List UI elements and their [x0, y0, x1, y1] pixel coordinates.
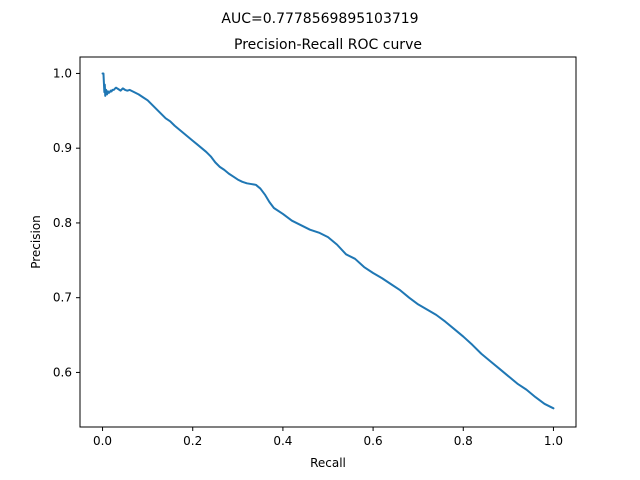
chart-title: Precision-Recall ROC curve	[234, 37, 422, 53]
x-tick-label: 0.2	[183, 434, 202, 448]
x-tick-label: 0.0	[93, 434, 112, 448]
x-axis-ticks: 0.0 0.2 0.4 0.6 0.8 1.0	[93, 427, 563, 448]
x-axis-label: Recall	[310, 456, 346, 470]
y-tick-label: 0.8	[53, 216, 72, 230]
x-tick-label: 0.8	[454, 434, 473, 448]
x-tick-label: 0.6	[364, 434, 383, 448]
chart-suptitle: AUC=0.7778569895103719	[221, 11, 418, 27]
y-axis-label: Precision	[29, 215, 43, 269]
y-tick-label: 0.7	[53, 291, 72, 305]
y-tick-label: 1.0	[53, 66, 72, 80]
x-tick-label: 0.4	[273, 434, 292, 448]
data-series	[101, 72, 555, 410]
y-axis-ticks: 0.6 0.7 0.8 0.9 1.0	[53, 66, 80, 379]
x-tick-label: 1.0	[544, 434, 563, 448]
plot-area-frame	[79, 56, 577, 428]
y-tick-label: 0.6	[53, 365, 72, 379]
y-tick-label: 0.9	[53, 141, 72, 155]
precision-recall-curve	[101, 72, 555, 410]
